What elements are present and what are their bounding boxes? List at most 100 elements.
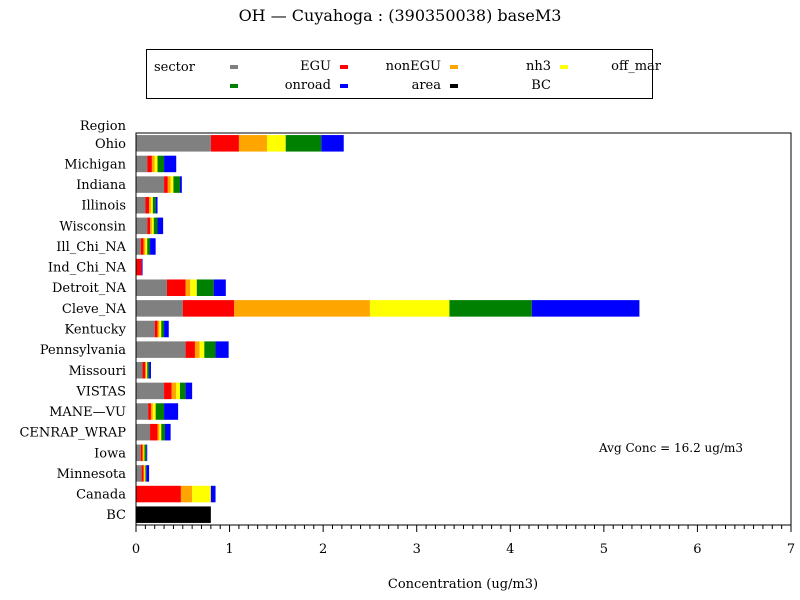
y-tick-label: Pennsylvania <box>40 343 126 358</box>
bar-segment <box>140 444 143 462</box>
bar-segment <box>147 362 150 379</box>
bar-segment <box>164 403 179 420</box>
legend-item: EGU <box>230 58 331 76</box>
legend-item: onroad <box>230 77 331 95</box>
bar-segment <box>143 465 145 482</box>
y-tick-label: VISTAS <box>75 384 126 399</box>
y-tick-label: Ind_Chi_NA <box>48 261 127 276</box>
bar-segment <box>155 196 158 214</box>
x-axis-title: Concentration (ug/m3) <box>388 577 538 592</box>
legend-item: BC <box>450 77 551 95</box>
x-tick-label: 6 <box>693 542 701 557</box>
bar-segment <box>179 176 182 193</box>
bar-segment <box>152 196 156 214</box>
bar-segment <box>147 217 151 235</box>
y-tick-label: Indiana <box>76 178 126 193</box>
bar-segment <box>192 485 211 503</box>
bar-segment <box>267 135 286 152</box>
legend-swatch <box>230 65 238 69</box>
bar-segment <box>136 176 165 193</box>
bar-segment <box>167 176 171 193</box>
bar-segment <box>531 300 640 317</box>
legend-label: onroad <box>284 78 331 93</box>
bar-segment <box>157 155 165 173</box>
y-tick-label: Cleve_NA <box>62 302 127 317</box>
legend-label: nh3 <box>525 59 551 74</box>
legend-swatch <box>450 65 458 69</box>
bar-segment <box>147 155 152 173</box>
bar-segment <box>150 423 158 441</box>
bar-segment <box>161 423 165 441</box>
bar-segment <box>136 300 183 317</box>
bar-segment <box>143 444 145 462</box>
bar-segment <box>166 279 186 296</box>
legend-swatch <box>450 84 458 88</box>
legend-swatch <box>340 65 348 69</box>
bar-segment <box>210 135 239 152</box>
bar-segment <box>185 279 191 296</box>
y-tick-label: Iowa <box>94 446 126 461</box>
legend-item: off_mar <box>560 58 661 76</box>
bar-segment <box>143 238 146 255</box>
bar-segment <box>141 465 144 482</box>
avg-conc-annotation: Avg Conc = 16.2 ug/m3 <box>598 441 743 455</box>
y-tick-label: Wisconsin <box>59 219 126 234</box>
bar-segment <box>136 279 167 296</box>
bar-segment <box>157 217 164 235</box>
bar-segment <box>153 217 158 235</box>
bar-segment <box>149 362 151 379</box>
legend-label: BC <box>531 78 551 93</box>
bar-segment <box>185 341 195 358</box>
legend-title: sector <box>154 60 195 75</box>
bar-segment <box>136 155 148 173</box>
legend-label: EGU <box>300 59 331 74</box>
bar-segment <box>213 279 226 296</box>
bar-segment <box>146 465 150 482</box>
legend-label: area <box>411 78 441 93</box>
bar-segment <box>190 279 197 296</box>
bar-segment <box>234 300 370 317</box>
bar-segment <box>136 465 142 482</box>
legend-label: nonEGU <box>385 59 441 74</box>
y-tick-label: Detroit_NA <box>52 281 127 296</box>
legend-swatch <box>230 84 238 88</box>
bar-segment <box>142 362 146 379</box>
bar-segment <box>164 176 168 193</box>
bar-segment <box>164 320 169 338</box>
bar-segment <box>146 444 148 462</box>
bar-segment <box>449 300 532 317</box>
bar-segment <box>369 300 450 317</box>
bar-segment <box>176 382 180 400</box>
bar-segment <box>136 423 151 441</box>
x-tick-label: 4 <box>506 542 514 557</box>
bar-segment <box>136 320 155 338</box>
bar-segment <box>173 176 180 193</box>
bar-segment <box>136 403 149 420</box>
plot-frame <box>135 132 792 526</box>
legend-item: nh3 <box>450 58 551 76</box>
bar-segment <box>146 362 148 379</box>
bar-segment <box>150 217 152 235</box>
y-tick-label: Kentucky <box>64 323 126 338</box>
bar-segment <box>144 444 147 462</box>
bar-segment <box>154 155 158 173</box>
x-tick-label: 1 <box>225 542 233 557</box>
bar-segment <box>140 238 144 255</box>
bar-segment <box>151 155 155 173</box>
bar-segment <box>145 196 150 214</box>
bar-segment <box>157 320 160 338</box>
bar-segment <box>136 196 146 214</box>
legend-item: area <box>340 77 441 95</box>
bar-segment <box>321 135 344 152</box>
bar-segment <box>150 403 153 420</box>
y-tick-label: Michigan <box>64 157 126 172</box>
bar-segment <box>171 382 177 400</box>
bar-segment <box>136 382 165 400</box>
bar-segment <box>210 485 216 503</box>
bar-segment <box>199 341 205 358</box>
bar-segment <box>136 362 143 379</box>
bar-segment <box>170 176 174 193</box>
y-tick-label: BC <box>106 508 126 523</box>
